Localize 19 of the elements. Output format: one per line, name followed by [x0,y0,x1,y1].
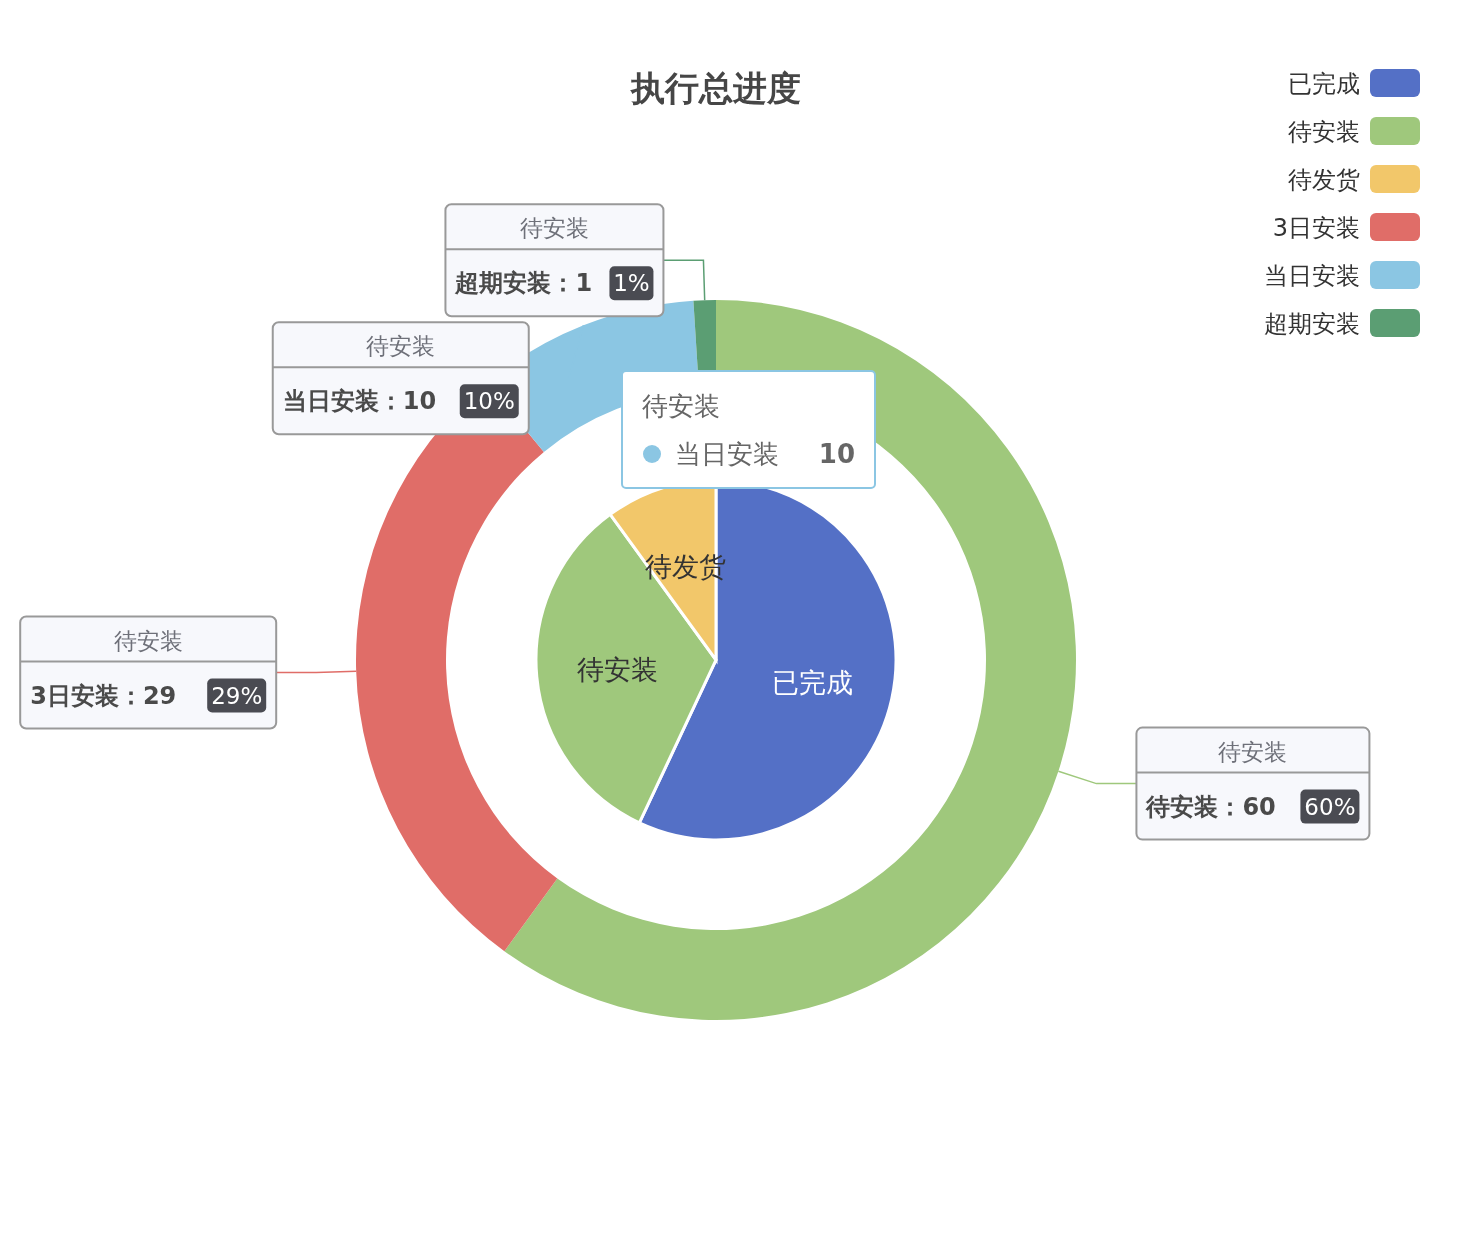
text: 待安装：60 60% [1146,792,1356,821]
category-label: 待安装 [519,215,589,242]
text: 超期安装：1 1% [455,269,650,298]
legend-label: 待发货 [1288,166,1360,194]
category-label: 待安装 [366,333,436,360]
text: 3日安装：29 29% [30,681,263,710]
slice-label: 待安装 [642,391,720,421]
legend-label: 待安装 [1288,118,1360,146]
legend-label: 当日安装 [1264,262,1360,290]
chart-title: 执行总进度 [630,68,801,108]
text: 当日安装：10 10% [282,387,515,416]
legend-label: 3日安装 [1272,214,1360,242]
legend-label: 已完成 [1288,70,1360,98]
slice-label: 已完成 [772,666,854,698]
slice-label: 待安装 [576,654,658,686]
legend-label: 超期安装 [1264,310,1360,338]
slice-label: 待安装 [1218,738,1288,765]
text: 待安装 [113,627,183,654]
tooltip: 待安装 当日安装 10 [621,370,876,489]
